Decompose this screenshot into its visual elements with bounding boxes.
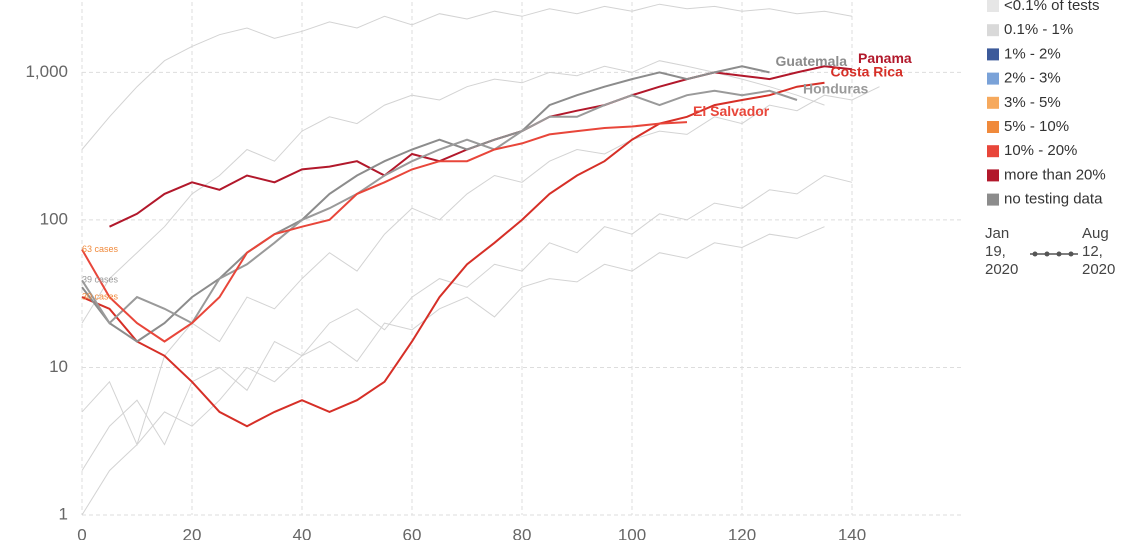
legend-swatch — [987, 193, 999, 206]
y-tick-label: 1,000 — [25, 62, 68, 81]
legend-swatch — [987, 48, 999, 61]
legend-label: 10% - 20% — [1004, 142, 1077, 159]
x-tick-label: 120 — [728, 525, 756, 540]
country-line — [81, 81, 825, 428]
country-label: Guatemala — [776, 53, 848, 69]
country-line — [109, 65, 853, 228]
country-line — [81, 65, 770, 343]
x-tick-label: 100 — [618, 525, 646, 540]
y-tick-label: 1 — [59, 504, 68, 523]
x-tick-label: 0 — [77, 525, 86, 540]
date-dot — [1068, 251, 1074, 257]
background-line — [81, 60, 825, 324]
background-line — [81, 226, 825, 516]
legend-label: 1% - 2% — [1004, 45, 1061, 62]
legend-swatch — [987, 72, 999, 85]
date-dot — [1032, 251, 1038, 257]
x-tick-label: 20 — [183, 525, 202, 540]
x-tick-label: 80 — [513, 525, 532, 540]
legend-swatch — [987, 96, 999, 109]
x-tick-label: 60 — [403, 525, 422, 540]
legend-label: 3% - 5% — [1004, 94, 1061, 111]
country-label: El Salvador — [693, 103, 770, 119]
legend-swatch — [987, 169, 999, 182]
x-tick-label: 40 — [293, 525, 312, 540]
date-start: Jan 19, 2020 — [985, 225, 1019, 278]
country-line — [81, 121, 688, 343]
legend-label: <0.1% of tests — [1004, 0, 1099, 14]
country-label: Panama — [858, 50, 912, 66]
country-label: Honduras — [803, 81, 869, 97]
y-tick-label: 10 — [49, 357, 68, 376]
y-tick-label: 100 — [40, 209, 68, 228]
date-dot — [1044, 251, 1050, 257]
background-line — [81, 3, 853, 150]
legend-label: more than 20% — [1004, 166, 1106, 183]
country-label: Costa Rica — [831, 64, 904, 80]
background-line — [81, 174, 853, 471]
legend-label: 5% - 10% — [1004, 118, 1069, 135]
legend-label: 0.1% - 1% — [1004, 21, 1073, 38]
case-annotation: 63 cases — [82, 244, 119, 254]
case-annotation: 30 cases — [82, 291, 119, 301]
legend-swatch — [987, 121, 999, 133]
x-tick-label: 140 — [838, 525, 866, 540]
date-dot — [1056, 251, 1062, 257]
case-annotation: 39 cases — [82, 275, 119, 285]
date-end: Aug 12, 2020 — [1082, 225, 1116, 278]
background-line — [81, 86, 880, 447]
legend-label: no testing data — [1004, 191, 1103, 208]
legend-swatch — [987, 24, 999, 37]
country-line — [81, 89, 798, 325]
legend-swatch — [987, 0, 999, 12]
legend-label: 2% - 3% — [1004, 70, 1061, 87]
legend-swatch — [987, 145, 999, 158]
